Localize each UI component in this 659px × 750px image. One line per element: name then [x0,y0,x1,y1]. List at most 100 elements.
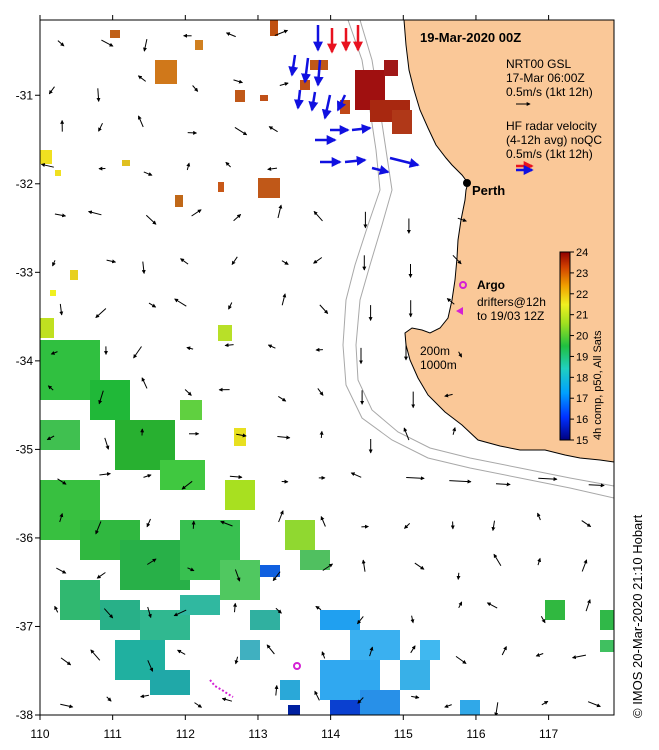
colorbar-tick-label: 21 [576,310,588,322]
current-arrow [50,350,58,355]
current-arrow [234,656,239,665]
current-arrow [146,518,151,528]
current-arrow [191,209,202,217]
current-arrow [147,660,154,672]
current-arrow [98,390,104,405]
current-arrow [458,601,463,609]
current-arrow [404,523,411,529]
current-arrow [277,204,283,219]
current-arrow [141,261,146,275]
current-arrow [192,85,199,92]
current-arrow [315,605,322,611]
current-arrow [541,700,549,706]
current-arrow [267,166,278,171]
colorbar-tick-label: 20 [576,331,588,343]
x-tick-label: 115 [394,727,413,741]
current-arrow [106,696,112,702]
current-arrow [540,615,546,624]
colorbar-tick-label: 15 [576,435,588,447]
current-arrow [585,599,591,612]
drifter-track [209,679,234,698]
current-arrow [537,557,542,566]
current-arrow [281,260,289,265]
current-arrow [494,702,499,715]
current-arrow [229,475,243,480]
y-tick-label: -38 [16,708,34,722]
current-arrow [410,645,416,654]
current-arrow [538,477,558,482]
isobath-200m [355,20,614,487]
current-arrow [99,472,111,477]
x-tick-label: 112 [176,727,195,741]
current-arrow [140,694,149,699]
current-arrow [581,520,592,528]
current-arrow [446,298,455,305]
current-arrow [267,344,276,349]
current-arrow [491,520,496,532]
current-arrow [137,115,144,128]
current-arrow [452,427,457,435]
colorbar-tick-label: 18 [576,372,588,384]
current-arrow [104,437,110,450]
current-arrow [96,88,101,102]
current-arrow [361,559,366,572]
x-tick-label: 111 [104,727,123,741]
current-arrow [571,654,586,660]
current-arrow [90,649,101,661]
current-arrow [173,609,187,617]
current-arrow [236,433,247,438]
current-arrow [313,257,323,264]
current-arrow [458,351,463,358]
current-arrow [535,652,544,657]
current-arrow [98,122,103,132]
current-arrow [180,258,189,265]
current-arrow [495,482,511,487]
current-arrow [225,161,231,168]
current-arrow [87,210,102,216]
current-arrow [411,695,420,700]
current-arrow [54,605,59,613]
current-arrow [228,302,233,310]
current-arrow [60,657,72,666]
legend-hf-line2: (4-12h avg) noQC [506,133,602,147]
legend-nrt-line1: NRT00 GSL [506,57,571,71]
y-tick-label: -31 [16,88,34,102]
isobath-1000m [342,20,614,499]
perth-marker [463,179,471,187]
current-arrow [143,38,148,52]
map-title: 19-Mar-2020 00Z [420,30,521,45]
current-arrow [177,649,186,655]
current-arrow [106,259,117,264]
current-arrow [96,572,106,579]
current-arrow [187,567,195,572]
current-arrow [52,260,56,267]
current-arrow [143,474,152,478]
current-arrow [455,655,467,664]
y-tick-label: -33 [16,265,34,279]
colorbar-tick-label: 23 [576,268,588,280]
colorbar [559,251,571,441]
current-arrow [274,29,289,36]
credit-text: © IMOS 20-Mar-2020 21:10 Hobart [630,514,645,718]
current-arrow [457,217,467,222]
x-tick-label: 116 [466,727,485,741]
current-arrow [444,393,453,398]
current-arrow [281,293,287,306]
current-arrow [279,82,289,86]
y-tick-label: -34 [16,354,34,368]
colorbar-tick-label: 22 [576,289,588,301]
current-arrow [501,646,507,656]
current-arrow [56,567,67,574]
current-arrow [101,39,114,47]
current-arrow [449,479,472,484]
legend-hf-line1: HF radar velocity [506,119,597,133]
current-arrow [272,571,281,582]
current-arrow [277,435,291,440]
current-arrow [456,572,461,580]
current-arrow [59,512,64,523]
current-arrow [186,346,194,351]
current-arrow [220,520,233,527]
current-arrow [148,302,157,308]
legend-drifter-marker [456,307,463,315]
y-tick-label: -32 [16,177,34,191]
